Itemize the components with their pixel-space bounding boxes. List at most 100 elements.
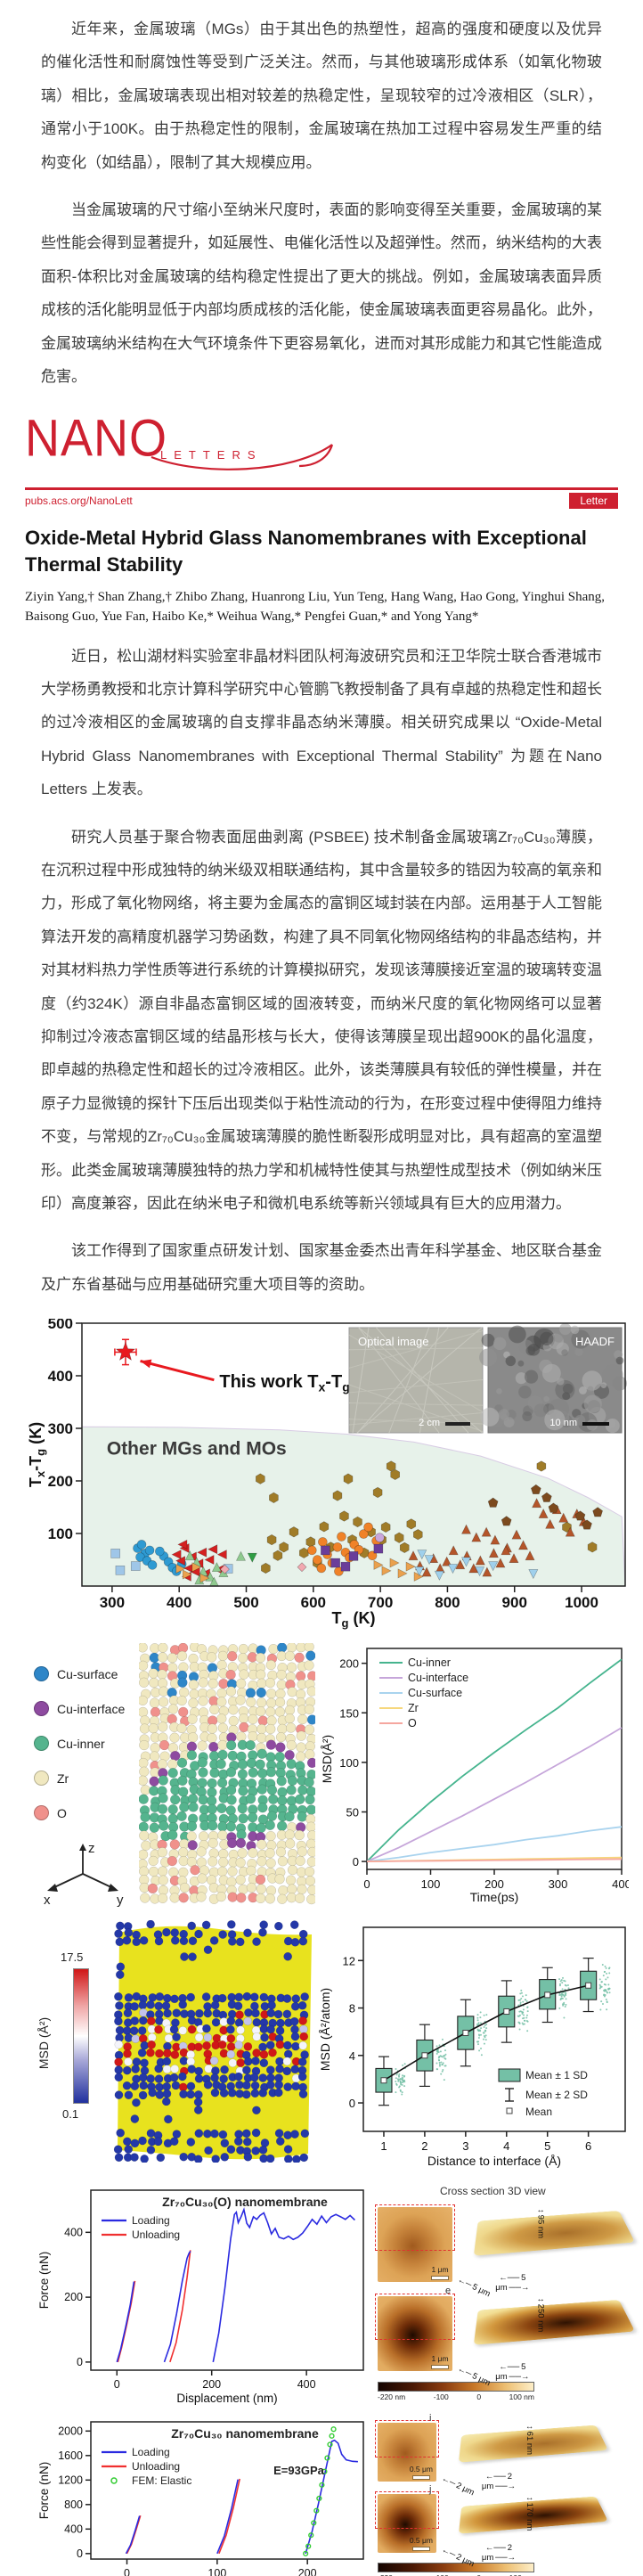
logo-letters-text: LETTERS xyxy=(160,448,263,462)
logo-nano-text: NANO xyxy=(25,410,168,468)
afm-panel-top: Cross section 3D view 1 μm 95 nm 5 μm 5 μm 1 … xyxy=(375,2185,635,2401)
scale-bar: 0.5 μm xyxy=(410,2466,433,2481)
svg-text:200: 200 xyxy=(64,2291,83,2303)
colorbar-axis-label: MSD (Å²) xyxy=(37,2016,52,2070)
svg-text:1: 1 xyxy=(380,2139,387,2153)
svg-text:0: 0 xyxy=(114,2378,120,2391)
svg-text:200: 200 xyxy=(339,1657,359,1671)
body-section: 近日，松山湖材料实验室非晶材料团队柯海波研究员和汪卫华院士联合香港城市大学杨勇教… xyxy=(0,640,643,1301)
afm-panel-pair: 0.5 μmj170 nm2 μm2 μm xyxy=(375,2484,608,2569)
svg-text:Tx-Tg (K): Tx-Tg (K) xyxy=(27,1422,47,1487)
svg-text:400: 400 xyxy=(612,1877,629,1891)
svg-text:400: 400 xyxy=(48,1368,73,1385)
svg-text:MSD(Å²): MSD(Å²) xyxy=(320,1735,334,1783)
afm-panel-bottom: 0.5 μmi61 nm2 μm2 μm0.5 μmj170 nm2 μm2 μ… xyxy=(375,2413,608,2576)
paragraph-4: 研究人员基于聚合物表面屈曲剥离 (PSBEE) 技术制备金属玻璃Zr₇₀Cu₃₀… xyxy=(41,828,602,1212)
svg-text:Zr: Zr xyxy=(408,1702,419,1714)
legend-dot-icon xyxy=(34,1701,49,1717)
svg-text:1200: 1200 xyxy=(58,2474,83,2486)
logo-swoosh-icon xyxy=(151,444,334,471)
svg-text:Tg (K): Tg (K) xyxy=(332,1609,376,1630)
atom-legend-item: Cu-interface xyxy=(34,1701,139,1717)
depth-scale-label: 170 nm xyxy=(525,2497,534,2531)
afm-panel-pair: 1 μm95 nm5 μm5 μm xyxy=(375,2200,635,2299)
svg-text:400: 400 xyxy=(297,2378,316,2391)
svg-text:300: 300 xyxy=(100,1594,125,1611)
width-axis-label: 5 μm xyxy=(495,2362,530,2382)
letter-badge: Letter xyxy=(569,493,618,510)
paragraph-2: 当金属玻璃的尺寸缩小至纳米尺度时，表面的影响变得至关重要，金属玻璃的某些性能会得… xyxy=(41,200,602,385)
svg-text:400: 400 xyxy=(167,1594,191,1611)
svg-text:900: 900 xyxy=(502,1594,527,1611)
journal-url: pubs.acs.org/NanoLett xyxy=(25,495,133,508)
svg-text:200: 200 xyxy=(202,2378,221,2391)
afm-section-title: Cross section 3D view xyxy=(440,2185,546,2198)
svg-text:Cu-inner: Cu-inner xyxy=(408,1656,451,1669)
journal-header: NANO LETTERS pubs.acs.org/NanoLett Lette… xyxy=(0,413,643,626)
colorbar-min-label: 0.1 xyxy=(62,2107,79,2122)
article-title: Oxide-Metal Hybrid Glass Nanomembranes w… xyxy=(25,527,587,576)
svg-text:Zr₇₀Cu₃₀ nanomembrane: Zr₇₀Cu₃₀ nanomembrane xyxy=(171,2426,319,2441)
svg-text:Mean ± 2 SD: Mean ± 2 SD xyxy=(525,2089,588,2101)
svg-text:700: 700 xyxy=(368,1594,393,1611)
svg-text:8: 8 xyxy=(349,2002,355,2016)
afm-panel-pair: 0.5 μmi61 nm2 μm2 μm xyxy=(375,2413,608,2498)
force-displacement-chart-oxide: Zr₇₀Cu₃₀(O) nanomembrane LoadingUnloading… xyxy=(37,2189,364,2405)
width-axis-label: 2 μm xyxy=(479,2543,518,2563)
svg-text:100: 100 xyxy=(48,1525,73,1542)
scale-bar: 1 μm xyxy=(431,2266,449,2281)
panel-letter: i xyxy=(429,2413,432,2425)
svg-text:O: O xyxy=(408,1717,417,1730)
afm-2d-image: 1 μm xyxy=(375,2294,455,2372)
svg-text:1600: 1600 xyxy=(58,2449,83,2462)
width-axis-label: 2 μm xyxy=(479,2472,518,2491)
svg-text:200: 200 xyxy=(48,1473,73,1490)
svg-text:50: 50 xyxy=(346,1806,359,1820)
author-list: Ziyin Yang,† Shan Zhang,† Zhibo Zhang, H… xyxy=(25,589,606,625)
msd-colorbar: 17.5 0.1 MSD (Å²) xyxy=(37,1920,112,2161)
svg-text:300: 300 xyxy=(549,1877,568,1891)
svg-text:400: 400 xyxy=(64,2226,83,2238)
svg-text:2: 2 xyxy=(421,2139,427,2153)
legend-dot-icon xyxy=(34,1770,49,1787)
afm-panel-pair: 1 μme250 nm5 μm5 μm xyxy=(375,2286,635,2388)
svg-text:6: 6 xyxy=(585,2139,591,2153)
atom-legend-item: Zr xyxy=(34,1770,139,1787)
msd-3d-visualization xyxy=(113,1920,312,2163)
afm-3d-view: i61 nm2 μm2 μm xyxy=(429,2413,608,2498)
axes-triad-icon: z x y xyxy=(44,1841,124,1908)
svg-text:Loading: Loading xyxy=(132,2214,170,2227)
afm-3d-view: e250 nm5 μm5 μm xyxy=(445,2286,635,2388)
svg-text:100: 100 xyxy=(208,2567,226,2576)
svg-text:Force (nN): Force (nN) xyxy=(37,2462,51,2520)
svg-text:0: 0 xyxy=(349,2097,355,2110)
svg-text:HAADF: HAADF xyxy=(575,1335,615,1348)
afm-3d-view: 95 nm5 μm5 μm xyxy=(452,2200,635,2299)
svg-text:800: 800 xyxy=(435,1594,460,1611)
header-rule xyxy=(25,487,618,491)
depth-scale-label: 61 nm xyxy=(525,2425,534,2455)
nano-letters-logo: NANO LETTERS xyxy=(25,413,618,482)
svg-text:0: 0 xyxy=(353,1855,359,1869)
svg-text:500: 500 xyxy=(233,1594,258,1611)
paragraph-1: 近年来，金属玻璃（MGs）由于其出色的热塑性，超高的强度和硬度以及优异的催化活性… xyxy=(41,20,602,171)
svg-text:E=93GPa: E=93GPa xyxy=(273,2464,325,2477)
panel-letter: e xyxy=(445,2286,452,2297)
svg-text:Mean ± 1 SD: Mean ± 1 SD xyxy=(525,2069,588,2081)
svg-text:Optical image: Optical image xyxy=(358,1335,428,1348)
paragraph-5: 该工作得到了国家重点研发计划、国家基金委杰出青年科学基金、地区联合基金及广东省基… xyxy=(41,1242,602,1293)
svg-text:3: 3 xyxy=(462,2139,468,2153)
svg-text:800: 800 xyxy=(64,2498,83,2511)
svg-text:0: 0 xyxy=(77,2547,83,2560)
svg-text:Force (nN): Force (nN) xyxy=(37,2252,51,2310)
svg-text:Time(ps): Time(ps) xyxy=(470,1890,519,1904)
svg-text:Zr₇₀Cu₃₀(O) nanomembrane: Zr₇₀Cu₃₀(O) nanomembrane xyxy=(162,2195,328,2209)
svg-text:400: 400 xyxy=(64,2523,83,2535)
svg-text:200: 200 xyxy=(298,2567,317,2576)
width-axis-label: 5 μm xyxy=(495,2273,530,2293)
